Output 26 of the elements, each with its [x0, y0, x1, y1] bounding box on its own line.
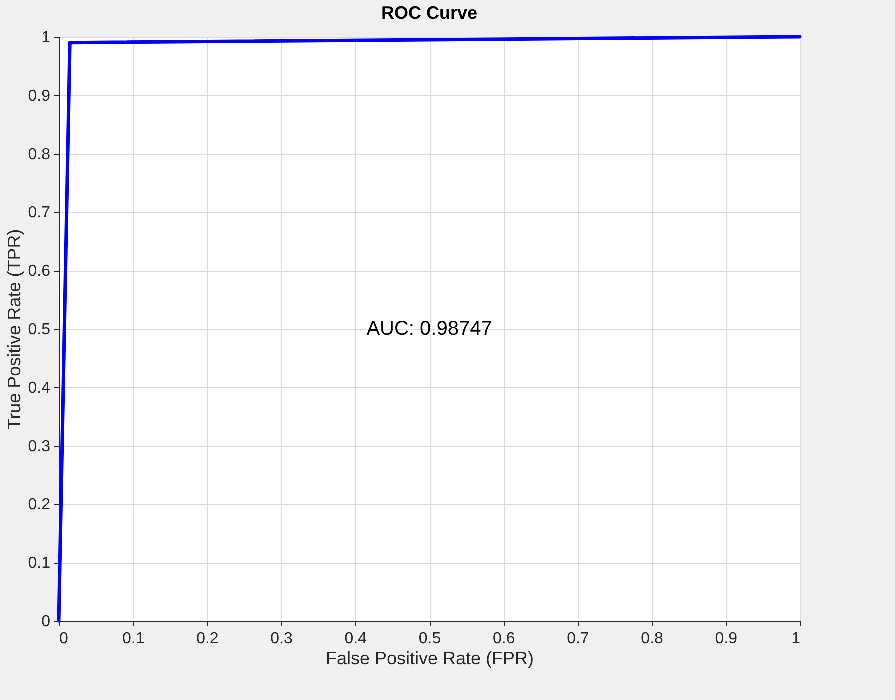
x-axis-title: False Positive Rate (FPR)	[326, 648, 534, 668]
annotation: AUC: 0.98747	[366, 318, 492, 340]
x-tick-label: 0.8	[641, 630, 664, 648]
x-tick-label: 0.6	[492, 630, 516, 648]
y-tick-label: 0.1	[28, 555, 51, 572]
x-tick-label: 0.3	[270, 630, 294, 648]
y-tick-label: 0.3	[28, 438, 51, 456]
x-tick-label: 0	[60, 630, 68, 648]
x-tick-label: 0.9	[715, 630, 738, 648]
x-tick-label: 0.1	[122, 630, 145, 648]
y-tick-label: 0.8	[28, 146, 51, 164]
x-tick-label: 0.5	[418, 630, 442, 648]
y-tick-label: 0	[42, 614, 51, 630]
x-tick-label: 0.2	[196, 630, 219, 648]
y-tick-label: 0.6	[28, 263, 51, 280]
chart-title: ROC Curve	[381, 3, 478, 23]
x-tick-label: 0.4	[344, 630, 368, 648]
y-tick-label: 0.5	[28, 322, 51, 338]
x-tick-label: 0.7	[567, 630, 590, 648]
y-tick-label: 0.9	[28, 88, 51, 105]
y-tick-label: 0.2	[28, 496, 51, 514]
y-tick-label: 0.7	[28, 204, 51, 222]
y-tick-label: 1	[42, 30, 51, 46]
y-tick-label: 0.4	[28, 380, 51, 397]
y-axis-title: True Positive Rate (TPR)	[4, 229, 24, 430]
x-tick-label: 1	[792, 630, 801, 648]
